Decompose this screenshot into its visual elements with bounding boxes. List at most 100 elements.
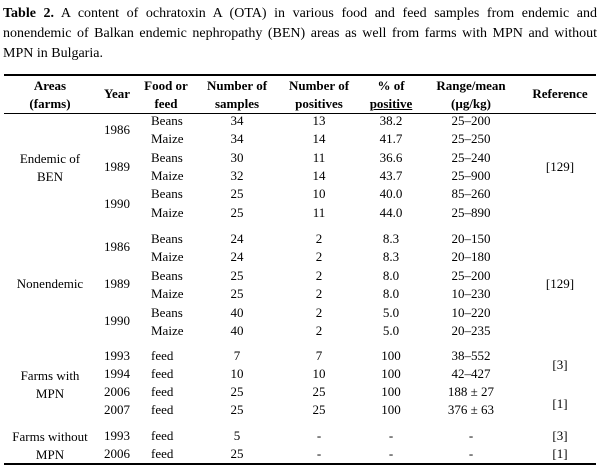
cell-samples: 24 bbox=[230, 249, 244, 264]
cell-positives: 25 bbox=[312, 402, 326, 417]
header-range-line1: Range/mean bbox=[436, 78, 506, 93]
cell-range: 85–260 bbox=[451, 186, 491, 201]
header-food-line1: Food or bbox=[144, 78, 188, 93]
bottom-rule bbox=[4, 463, 596, 465]
header-areas-line2: (farms) bbox=[29, 96, 71, 111]
cell-range: - bbox=[468, 446, 474, 461]
cell-samples: 34 bbox=[230, 113, 244, 128]
cell-food: feed bbox=[151, 366, 174, 381]
cell-range: 10–230 bbox=[451, 286, 491, 301]
header-areas: Areas (farms) bbox=[10, 77, 90, 113]
cell-samples: 25 bbox=[230, 286, 244, 301]
cell-positives: 10 bbox=[312, 366, 326, 381]
cell-positives: 2 bbox=[315, 305, 323, 320]
header-pct-line1: % of bbox=[377, 78, 405, 93]
area-label-farms-without-line2: MPN bbox=[35, 447, 65, 462]
area-label-farms-with-mpn: Farms with MPN bbox=[10, 367, 90, 403]
cell-samples: 32 bbox=[230, 168, 244, 183]
cell-positives: 14 bbox=[312, 131, 326, 146]
cell-pct: - bbox=[388, 446, 394, 461]
year-label: 2006 bbox=[104, 384, 130, 399]
reference-label: [3] bbox=[552, 428, 568, 443]
cell-pct: 8.0 bbox=[382, 286, 400, 301]
cell-pct: 36.6 bbox=[379, 150, 403, 165]
year-label: 1990 bbox=[104, 313, 130, 328]
cell-samples: 25 bbox=[230, 384, 244, 399]
year-label: 1993 bbox=[104, 428, 130, 443]
cell-positives: 14 bbox=[312, 168, 326, 183]
cell-samples: 40 bbox=[230, 305, 244, 320]
caption-text: A content of ochratoxin A (OTA) in vario… bbox=[3, 6, 597, 61]
header-reference: Reference bbox=[532, 86, 588, 101]
cell-pct: 5.0 bbox=[382, 305, 400, 320]
header-year: Year bbox=[104, 86, 130, 101]
cell-positives: 11 bbox=[312, 205, 326, 220]
cell-pct: 100 bbox=[381, 348, 401, 363]
cell-food: feed bbox=[151, 446, 174, 461]
cell-samples: 10 bbox=[230, 366, 244, 381]
header-range-line2: (µg/kg) bbox=[451, 96, 491, 111]
cell-range: 25–240 bbox=[451, 150, 491, 165]
cell-pct: 38.2 bbox=[379, 113, 403, 128]
cell-food: Maize bbox=[151, 323, 184, 338]
cell-positives: - bbox=[316, 446, 322, 461]
header-food: Food or feed bbox=[137, 77, 195, 113]
year-label: 1986 bbox=[104, 122, 130, 137]
cell-samples: 25 bbox=[230, 205, 244, 220]
cell-pct: 5.0 bbox=[382, 323, 400, 338]
cell-food: feed bbox=[151, 384, 174, 399]
cell-samples: 25 bbox=[230, 446, 244, 461]
cell-food: Maize bbox=[151, 205, 184, 220]
year-label: 1990 bbox=[104, 196, 130, 211]
area-label-farms-with-line1: Farms with bbox=[20, 368, 80, 383]
cell-positives: 11 bbox=[312, 150, 326, 165]
cell-positives: 2 bbox=[315, 286, 323, 301]
cell-positives: 2 bbox=[315, 323, 323, 338]
cell-pct: 100 bbox=[381, 402, 401, 417]
area-label-endemic-line1: Endemic of bbox=[19, 151, 81, 166]
header-positives-line2: positives bbox=[295, 96, 343, 111]
header-positives-line1: Number of bbox=[288, 78, 350, 93]
year-label: 1994 bbox=[104, 366, 130, 381]
cell-pct: 100 bbox=[381, 366, 401, 381]
cell-positives: 10 bbox=[312, 186, 326, 201]
cell-range: 25–900 bbox=[451, 168, 491, 183]
cell-food: Beans bbox=[151, 150, 183, 165]
cell-positives: 25 bbox=[312, 384, 326, 399]
cell-samples: 34 bbox=[230, 131, 244, 146]
cell-pct: 100 bbox=[381, 384, 401, 399]
cell-range: 20–180 bbox=[451, 249, 491, 264]
year-label: 1993 bbox=[104, 348, 130, 363]
cell-food: Beans bbox=[151, 268, 183, 283]
cell-range: 188 ± 27 bbox=[447, 384, 495, 399]
cell-pct: 8.3 bbox=[382, 231, 400, 246]
reference-label: [129] bbox=[545, 276, 575, 291]
cell-positives: 2 bbox=[315, 231, 323, 246]
year-label: 1989 bbox=[104, 276, 130, 291]
caption-label: Table 2. bbox=[3, 6, 55, 21]
header-samples: Number of samples bbox=[196, 77, 278, 113]
cell-samples: 40 bbox=[230, 323, 244, 338]
cell-range: 10–220 bbox=[451, 305, 491, 320]
area-label-farms-without-line1: Farms without bbox=[12, 429, 88, 444]
top-rule bbox=[4, 74, 596, 76]
header-food-line2: feed bbox=[154, 96, 178, 111]
area-label-farms-with-line2: MPN bbox=[35, 386, 65, 401]
cell-pct: 8.0 bbox=[382, 268, 400, 283]
reference-label: [3] bbox=[552, 357, 568, 372]
cell-pct: 40.0 bbox=[379, 186, 403, 201]
area-label-endemic-line2: BEN bbox=[37, 169, 63, 184]
cell-food: Maize bbox=[151, 131, 184, 146]
header-pct: % of positive bbox=[358, 77, 424, 113]
header-positives: Number of positives bbox=[280, 77, 358, 113]
reference-label: [129] bbox=[545, 159, 575, 174]
cell-food: Maize bbox=[151, 168, 184, 183]
cell-range: 42–427 bbox=[451, 366, 491, 381]
header-areas-line1: Areas bbox=[33, 78, 67, 93]
cell-positives: 7 bbox=[315, 348, 323, 363]
cell-food: feed bbox=[151, 428, 174, 443]
area-label-endemic: Endemic of BEN bbox=[10, 150, 90, 186]
table-caption: Table 2. A content of ochratoxin A (OTA)… bbox=[3, 4, 597, 64]
cell-pct: - bbox=[388, 428, 394, 443]
header-samples-line2: samples bbox=[214, 96, 260, 111]
